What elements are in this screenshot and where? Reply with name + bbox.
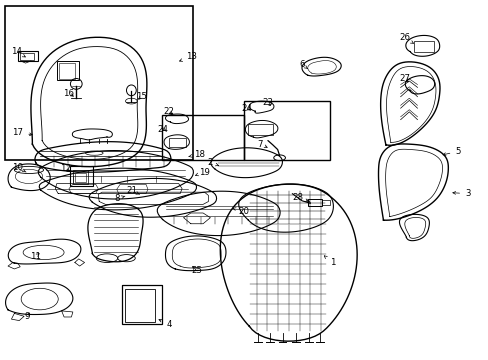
Text: 24: 24	[241, 104, 251, 113]
Bar	[18, 51, 38, 61]
Text: 1: 1	[324, 256, 334, 267]
Bar	[244, 101, 329, 160]
Text: 3: 3	[452, 189, 469, 198]
Text: 26: 26	[398, 33, 413, 43]
Text: 7: 7	[257, 140, 266, 149]
Bar	[122, 285, 161, 324]
Text: 28: 28	[292, 193, 307, 202]
Text: 6: 6	[299, 60, 307, 69]
Text: 25: 25	[191, 266, 202, 275]
Bar	[4, 6, 193, 160]
Bar	[57, 60, 79, 80]
Text: 23: 23	[262, 98, 273, 107]
Text: 27: 27	[398, 75, 409, 84]
Text: 15: 15	[135, 92, 146, 101]
Bar	[70, 166, 93, 186]
Text: 18: 18	[188, 150, 205, 159]
Bar	[59, 63, 75, 78]
Bar	[248, 125, 272, 135]
Bar	[161, 116, 243, 160]
Bar	[321, 200, 330, 205]
Text: 19: 19	[195, 168, 209, 177]
Text: 10: 10	[12, 163, 26, 172]
Bar	[73, 170, 88, 184]
Text: 5: 5	[442, 147, 460, 156]
Bar	[75, 173, 85, 182]
Bar	[20, 53, 34, 59]
Bar	[169, 138, 185, 147]
Bar	[413, 41, 433, 51]
Text: 4: 4	[159, 319, 171, 329]
Text: 17: 17	[12, 128, 32, 137]
Text: 12: 12	[60, 164, 70, 173]
Text: 2: 2	[207, 158, 218, 167]
Text: 21: 21	[125, 186, 140, 195]
Text: 11: 11	[30, 252, 41, 261]
Bar	[307, 199, 321, 206]
Text: 22: 22	[163, 107, 174, 116]
Bar	[125, 289, 155, 321]
Text: 8: 8	[114, 194, 124, 203]
Text: 24: 24	[157, 125, 168, 134]
Text: 13: 13	[179, 52, 197, 61]
Text: 14: 14	[11, 47, 25, 57]
Text: 16: 16	[63, 89, 74, 98]
Text: 20: 20	[232, 207, 248, 216]
Text: 9: 9	[25, 312, 30, 321]
